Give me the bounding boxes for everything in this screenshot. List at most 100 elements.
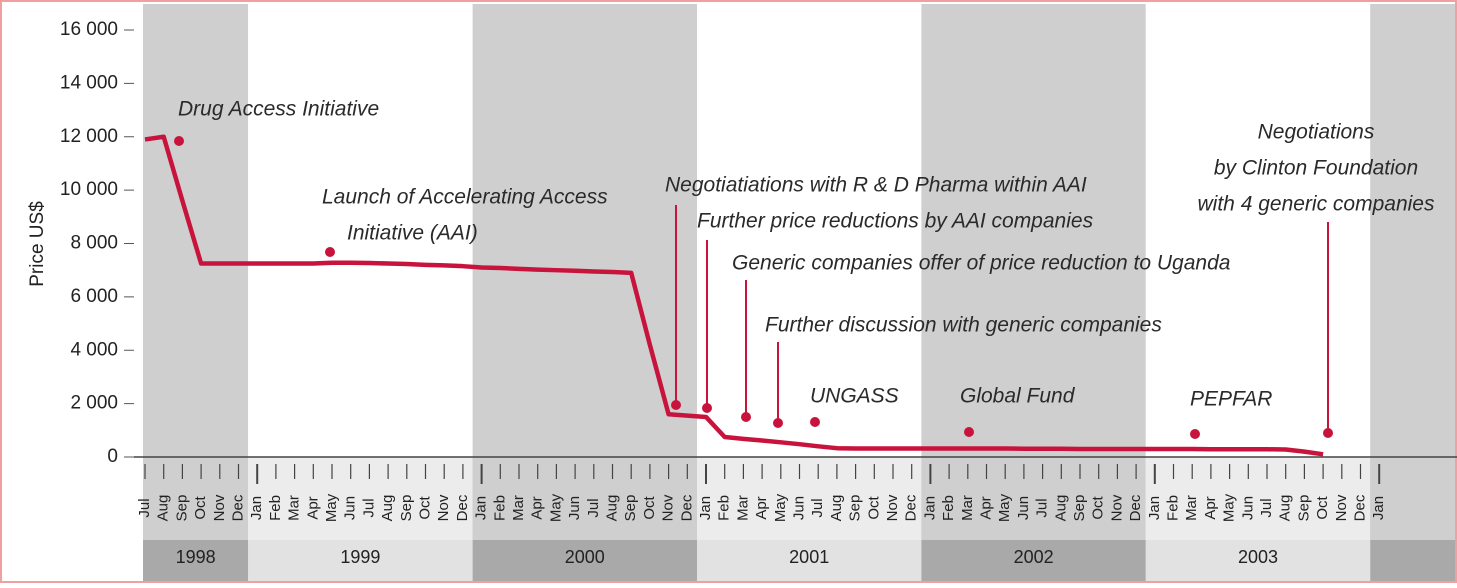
annotation: by Clinton Foundation (1214, 157, 1418, 180)
x-tick-label: Sep (1295, 495, 1312, 522)
y-tick-label: 4 000 (70, 339, 118, 360)
x-tick-label: Dec (229, 494, 246, 521)
y-tick-label: 16 000 (60, 19, 118, 40)
year-strip (472, 540, 697, 583)
x-tick-label: Nov (660, 494, 677, 521)
year-label: 1998 (176, 547, 216, 567)
x-tick-label: Dec (903, 494, 920, 521)
year-label: 2001 (789, 547, 829, 567)
axis-band (1145, 457, 1371, 540)
annotation-dot (671, 400, 681, 410)
year-label: 2003 (1238, 547, 1278, 567)
x-tick-label: Feb (267, 495, 284, 521)
y-axis-label: Price US$ (27, 201, 48, 287)
x-tick-label: Feb (491, 495, 508, 521)
x-tick-label: Aug (155, 495, 172, 522)
annotation: Further discussion with generic companie… (765, 314, 1162, 337)
x-tick-label: May (323, 493, 340, 522)
y-tick-label: 6 000 (70, 286, 118, 307)
year-strip (248, 540, 473, 583)
y-tick-label: 0 (107, 446, 118, 467)
x-tick-label: Mar (286, 495, 303, 521)
x-tick-label: Mar (734, 495, 751, 521)
annotation-dot (741, 412, 751, 422)
annotation: with 4 generic companies (1198, 193, 1435, 216)
x-tick-label: Feb (940, 495, 957, 521)
year-label: 2002 (1014, 547, 1054, 567)
year-label: 1999 (340, 547, 380, 567)
annotation-dot (1190, 429, 1200, 439)
year-label: 2000 (565, 547, 605, 567)
x-tick-label: Aug (603, 495, 620, 522)
annotation: Further price reductions by AAI companie… (697, 210, 1094, 233)
axis-band (143, 457, 249, 540)
x-tick-label: Apr (753, 496, 770, 519)
x-tick-label: Aug (1052, 495, 1069, 522)
x-tick-label: Jun (566, 496, 583, 520)
annotation: Launch of Accelerating Access (322, 186, 608, 209)
x-tick-label: Dec (1351, 494, 1368, 521)
x-tick-label: Feb (716, 495, 733, 521)
year-band (143, 4, 249, 540)
x-tick-label: Oct (1314, 496, 1331, 520)
x-tick-label: Oct (416, 496, 433, 520)
y-tick-label: 12 000 (60, 126, 118, 147)
x-tick-label: Nov (884, 494, 901, 521)
annotation: UNGASS (810, 385, 899, 408)
x-tick-label: May (772, 493, 789, 522)
x-tick-label: Sep (1071, 495, 1088, 522)
x-tick-label: Mar (510, 495, 527, 521)
annotation-dot (1323, 428, 1333, 438)
x-tick-label: Oct (641, 496, 658, 520)
year-strip (697, 540, 922, 583)
year-band (1370, 4, 1457, 540)
annotation-dot (174, 136, 184, 146)
x-tick-label: Jun (790, 496, 807, 520)
x-tick-label: Apr (1202, 496, 1219, 519)
annotation-dot (702, 403, 712, 413)
axis-band (248, 457, 473, 540)
x-tick-label: Nov (435, 494, 452, 521)
x-tick-label: Aug (1277, 495, 1294, 522)
annotation: Negotiatiations with R & D Pharma within… (665, 174, 1087, 197)
x-tick-label: Jan (1146, 496, 1163, 520)
x-tick-label: Dec (454, 494, 471, 521)
x-tick-label: Sep (173, 495, 190, 522)
x-tick-label: Feb (1164, 495, 1181, 521)
x-tick-label: Dec (678, 494, 695, 521)
x-tick-label: Oct (1090, 496, 1107, 520)
x-tick-label: Aug (828, 495, 845, 522)
x-tick-label: Sep (622, 495, 639, 522)
x-tick-label: Jun (1239, 496, 1256, 520)
y-tick-label: 2 000 (70, 393, 118, 414)
x-tick-label: Sep (398, 495, 415, 522)
annotation-dot (325, 247, 335, 257)
x-tick-label: Jul (809, 498, 826, 517)
x-tick-label: Apr (529, 496, 546, 519)
axis-band (697, 457, 922, 540)
annotation: Generic companies offer of price reducti… (732, 252, 1230, 275)
x-tick-label: Jan (473, 496, 490, 520)
annotation-dot (773, 418, 783, 428)
year-strip (143, 540, 249, 583)
x-tick-label: Jul (136, 498, 153, 517)
annotation: PEPFAR (1190, 388, 1272, 411)
x-tick-label: Mar (1183, 495, 1200, 521)
y-tick-label: 10 000 (60, 179, 118, 200)
axis-band (472, 457, 697, 540)
annotation: Negotiations (1258, 121, 1375, 144)
x-tick-label: Nov (1333, 494, 1350, 521)
x-tick-label: Nov (1108, 494, 1125, 521)
annotation: Initiative (AAI) (347, 222, 478, 245)
x-tick-label: Dec (1127, 494, 1144, 521)
x-tick-label: Oct (192, 496, 209, 520)
year-strip (921, 540, 1146, 583)
annotation-dot (810, 417, 820, 427)
year-strip (1145, 540, 1371, 583)
x-tick-label: May (547, 493, 564, 522)
x-tick-label: Jan (697, 496, 714, 520)
x-tick-label: May (996, 493, 1013, 522)
y-tick-label: 8 000 (70, 233, 118, 254)
